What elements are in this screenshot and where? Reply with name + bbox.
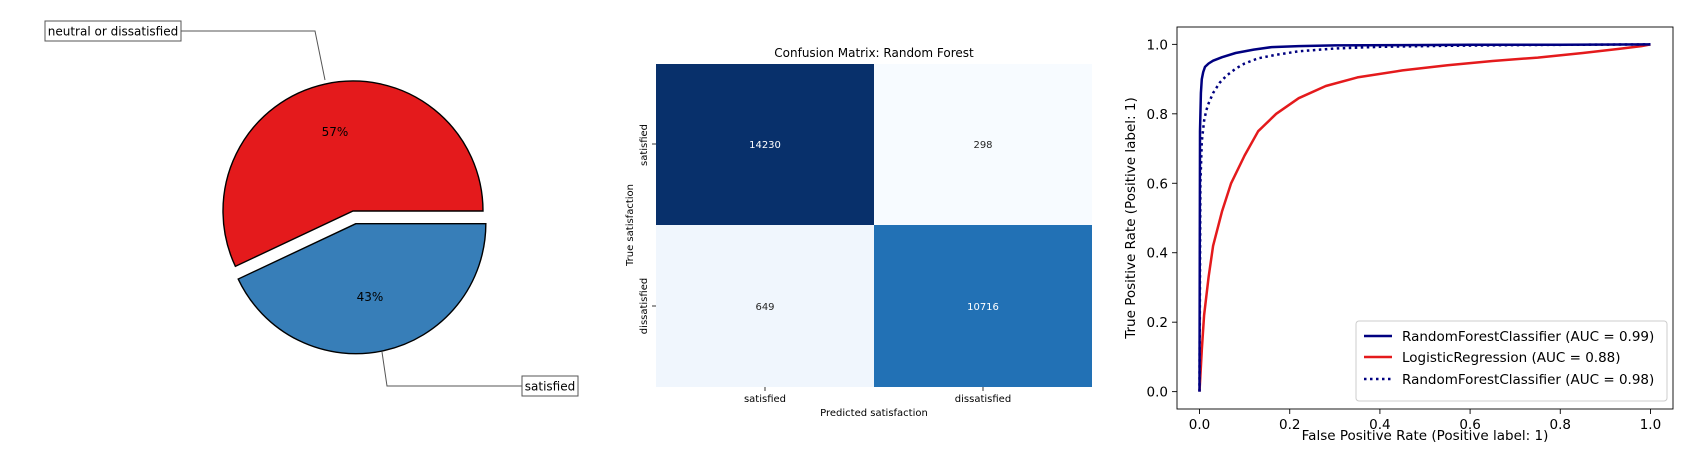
pie-slice-satisfied: [237, 222, 487, 355]
pie-annotation-box-neutral: [44, 20, 182, 42]
roc-ytick-label-5: 1.0: [1147, 37, 1168, 53]
pie-annotation-label-neutral: neutral or dissatisfied: [48, 25, 178, 39]
roc-ytick-label-3: 0.6: [1147, 176, 1168, 192]
pie-slice-neutral-or-dissatisfied: [222, 80, 484, 268]
roc-y-axis: 0.0 0.2 0.4 0.6 0.8 1.0: [1147, 37, 1177, 401]
cm-cell-dissatisfied-dissatisfied: [874, 225, 1092, 387]
roc-curves: [1198, 43, 1651, 392]
roc-xtick-label-3: 0.6: [1459, 417, 1480, 433]
cm-xtick-label-dissatisfied: dissatisfied: [955, 394, 1011, 405]
roc-legend-label-2: RandomForestClassifier (AUC = 0.98): [1402, 372, 1654, 388]
cm-title: Confusion Matrix: Random Forest: [774, 46, 974, 60]
cm-value-dissatisfied-satisfied: 649: [755, 302, 774, 313]
roc-series-1: [1198, 43, 1651, 392]
roc-ytick-label-1: 0.2: [1147, 315, 1168, 331]
roc-series-0: [1198, 43, 1651, 392]
pie-pct-label-neutral-or-dissatisfied: 57%: [322, 125, 349, 139]
roc-xtick-label-0: 0.0: [1189, 417, 1210, 433]
roc-ylabel: True Positive Rate (Positive label: 1): [1123, 97, 1139, 340]
pie-annotation-line-satisfied: [381, 351, 522, 387]
pie-chart: 57% 43% neutral or dissatisfied satisfie…: [44, 20, 579, 397]
roc-xtick-label-2: 0.4: [1369, 417, 1390, 433]
pie-annotation-line-neutral: [181, 30, 326, 81]
cm-ytick-label-dissatisfied: dissatisfied: [639, 278, 650, 334]
confusion-matrix: Confusion Matrix: Random Forest 14230 29…: [625, 46, 1092, 419]
roc-xtick-label-5: 1.0: [1640, 417, 1661, 433]
cm-ylabel: True satisfaction: [625, 184, 636, 267]
pie-annotation-box-satisfied: [521, 375, 579, 397]
pie-annotation-label-satisfied: satisfied: [525, 380, 575, 394]
roc-legend-label-0: RandomForestClassifier (AUC = 0.99): [1402, 329, 1654, 345]
cm-xlabel: Predicted satisfaction: [820, 408, 928, 419]
roc-ytick-label-2: 0.4: [1147, 246, 1168, 262]
cm-cell-satisfied-dissatisfied: [874, 64, 1092, 225]
cm-value-dissatisfied-dissatisfied: 10716: [967, 302, 999, 313]
roc-xlabel: False Positive Rate (Positive label: 1): [1302, 428, 1549, 444]
cm-xtick-label-satisfied: satisfied: [744, 394, 786, 405]
roc-x-axis: 0.0 0.2 0.4 0.6 0.8 1.0: [1189, 409, 1661, 433]
roc-legend-label-1: LogisticRegression (AUC = 0.88): [1402, 350, 1621, 366]
cm-value-satisfied-satisfied: 14230: [749, 140, 781, 151]
roc-xtick-label-1: 0.2: [1279, 417, 1300, 433]
cm-cell-satisfied-satisfied: [656, 64, 874, 225]
roc-ytick-label-0: 0.0: [1147, 385, 1168, 401]
roc-ytick-label-4: 0.8: [1147, 107, 1168, 123]
pie-pct-label-satisfied: 43%: [357, 290, 384, 304]
roc-chart: 0.0 0.2 0.4 0.6 0.8 1.0 0.0 0.2 0.4 0.6 0.8 1.0 Fa…: [1123, 26, 1674, 444]
roc-legend-box: [1355, 320, 1668, 402]
cm-value-satisfied-dissatisfied: 298: [973, 140, 992, 151]
cm-cell-dissatisfied-satisfied: [656, 225, 874, 387]
cm-ytick-label-satisfied: satisfied: [639, 124, 650, 166]
roc-xtick-label-4: 0.8: [1550, 417, 1571, 433]
roc-legend: RandomForestClassifier (AUC = 0.99) Logi…: [1355, 320, 1668, 402]
